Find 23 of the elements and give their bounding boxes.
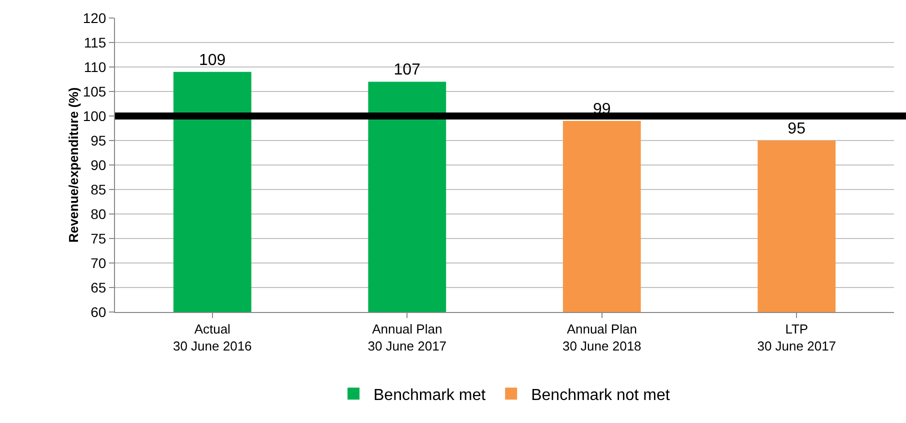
y-tick-label: 65	[90, 279, 106, 296]
y-tick-label: 85	[90, 181, 106, 198]
y-tick-label: 110	[84, 58, 106, 75]
x-tick-label: Annual Plan 30 June 2018	[562, 322, 642, 354]
y-tick-label: 115	[84, 34, 106, 50]
y-tick-label: 105	[82, 83, 106, 100]
data-label: 109	[198, 52, 226, 69]
x-tick-label: Annual Plan 30 June 2017	[368, 322, 447, 354]
legend-label: Benchmark not met	[531, 386, 670, 404]
y-tick-label: 90	[90, 156, 106, 173]
y-tick-label: 75	[90, 230, 106, 246]
legend-label: Benchmark met	[374, 386, 486, 404]
y-tick-label: 100	[82, 108, 106, 124]
y-tick-label: 120	[82, 10, 106, 26]
data-label: 107	[394, 62, 421, 79]
x-tick-label: LTP 30 June 2017	[757, 322, 836, 354]
y-tick-label: 95	[90, 132, 106, 148]
y-axis-title: Revenue/expenditure (%)	[66, 87, 81, 243]
y-tick-label: 60	[90, 304, 106, 320]
x-tick-label: Actual 30 June 2016	[172, 322, 252, 354]
y-tick-label: 70	[90, 254, 106, 271]
data-label: 95	[788, 120, 806, 138]
y-tick-label: 80	[90, 206, 106, 222]
